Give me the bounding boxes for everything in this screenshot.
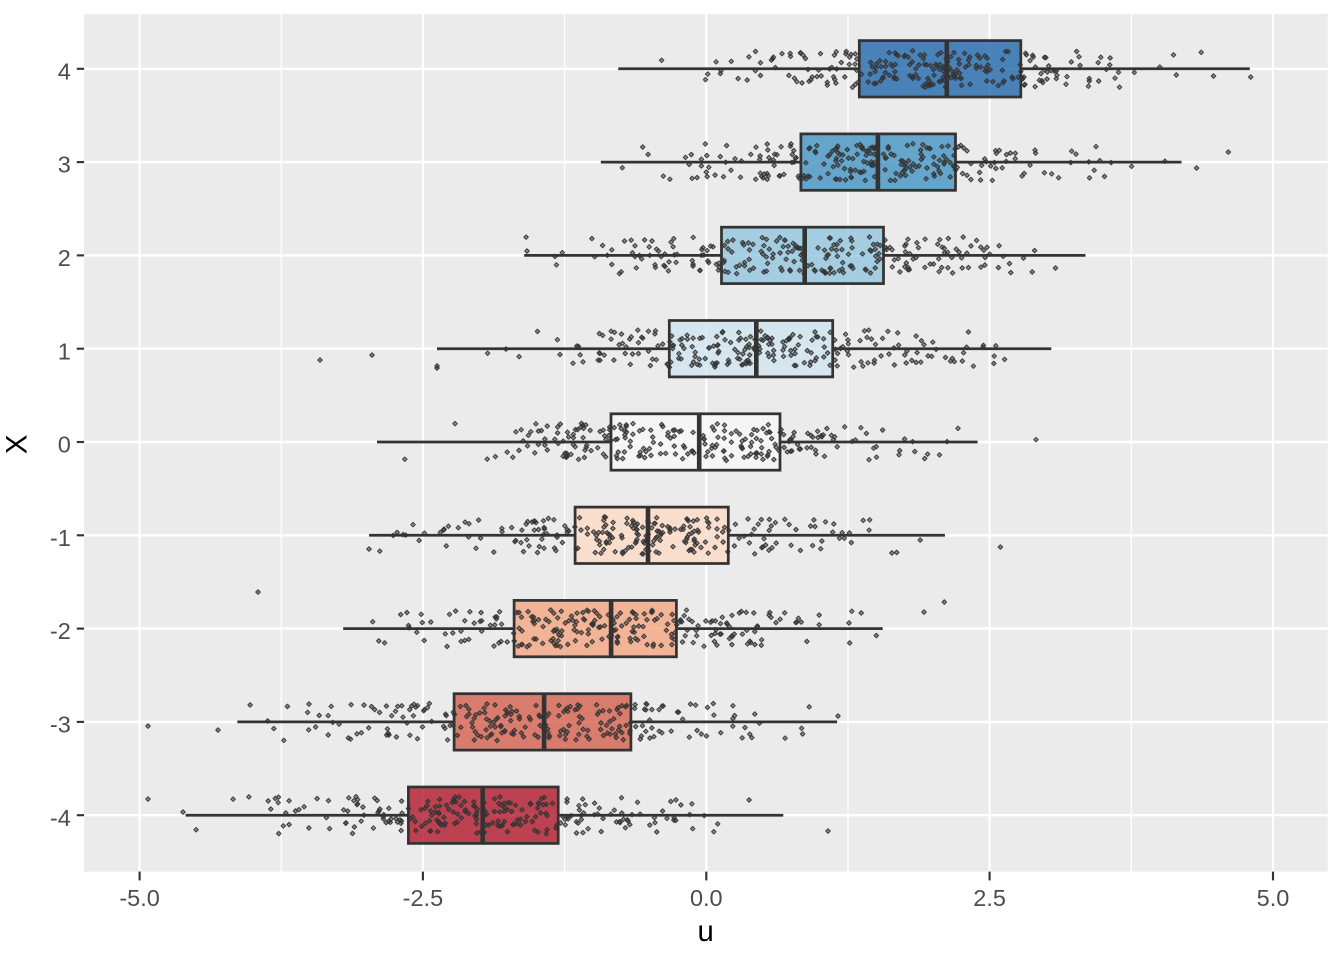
- svg-text:4: 4: [58, 58, 71, 84]
- svg-text:X: X: [0, 435, 33, 455]
- svg-text:-2.5: -2.5: [403, 885, 444, 911]
- svg-text:-3: -3: [50, 712, 71, 738]
- svg-text:0.0: 0.0: [690, 885, 723, 911]
- svg-text:u: u: [697, 915, 713, 948]
- svg-text:-4: -4: [50, 805, 71, 831]
- svg-text:-1: -1: [50, 525, 71, 551]
- svg-text:-5.0: -5.0: [119, 885, 160, 911]
- svg-text:1: 1: [58, 338, 71, 364]
- svg-text:0: 0: [58, 432, 71, 458]
- svg-text:-2: -2: [50, 618, 71, 644]
- svg-text:2.5: 2.5: [973, 885, 1006, 911]
- svg-text:2: 2: [58, 245, 71, 271]
- svg-text:3: 3: [58, 152, 71, 178]
- svg-text:5.0: 5.0: [1257, 885, 1290, 911]
